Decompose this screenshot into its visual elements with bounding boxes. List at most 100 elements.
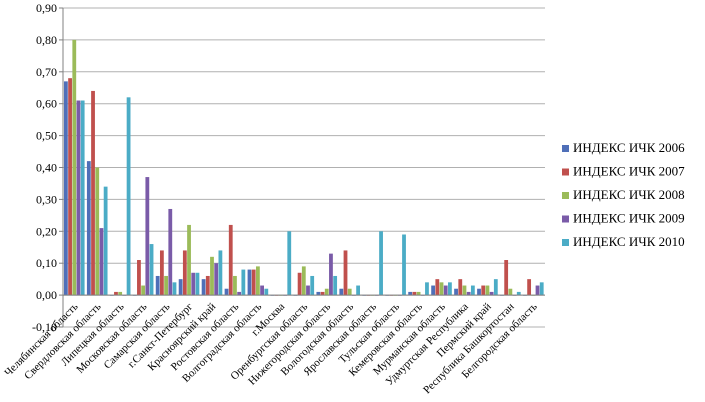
bar [324, 288, 329, 296]
bar [310, 275, 315, 296]
bar [306, 285, 310, 296]
legend-swatch [562, 192, 569, 199]
bar [333, 275, 338, 296]
bar [462, 285, 467, 296]
legend-label: ИНДЕКС ИЧК 2007 [573, 164, 685, 179]
bar [516, 291, 521, 296]
bar [149, 244, 154, 296]
y-tick-label: 0,90 [36, 1, 57, 15]
legend-label: ИНДЕКС ИЧК 2008 [573, 187, 685, 202]
bar [141, 285, 146, 296]
bar [205, 275, 210, 296]
bar [339, 288, 344, 296]
bar [201, 279, 206, 296]
y-tick-label: -0,10 [32, 320, 57, 334]
bar [320, 291, 325, 296]
bar [237, 291, 242, 296]
bar [178, 279, 183, 296]
bar [187, 224, 191, 296]
y-tick-label: 0,60 [36, 97, 57, 111]
bar [159, 250, 164, 296]
bar [489, 291, 494, 296]
bar [481, 285, 486, 296]
y-tick-label: 0,70 [36, 65, 57, 79]
bar [535, 285, 540, 296]
y-tick-label: 0,50 [36, 129, 57, 143]
bar [155, 275, 160, 296]
bar [508, 288, 513, 296]
y-tick-label: 0,80 [36, 33, 57, 47]
legend-swatch [562, 239, 569, 246]
axes [62, 8, 545, 327]
bar [539, 282, 544, 296]
bar [164, 275, 168, 296]
bar [264, 288, 269, 296]
bar [527, 279, 532, 296]
bar [316, 291, 321, 296]
bar [210, 256, 214, 296]
bar [172, 282, 177, 296]
bar [425, 282, 429, 296]
bar [182, 250, 187, 296]
bar [260, 285, 264, 296]
bar [99, 228, 104, 296]
y-tick-label: 0,30 [36, 192, 57, 206]
bar [224, 288, 229, 296]
bar [191, 272, 196, 296]
bar [114, 291, 118, 296]
bar [412, 291, 417, 296]
bar [504, 260, 509, 296]
bar [72, 39, 77, 296]
bar [168, 208, 173, 296]
bar [137, 260, 141, 296]
bar [247, 269, 252, 296]
bar [255, 266, 260, 296]
bar [458, 279, 463, 296]
bar [443, 285, 448, 296]
y-tick-label: 0,00 [36, 288, 57, 302]
bar [448, 282, 452, 296]
bar [493, 279, 498, 296]
bar [416, 291, 421, 296]
y-tick-label: 0,20 [36, 224, 57, 238]
bar [439, 282, 444, 296]
bar [485, 285, 490, 296]
legend-label: ИНДЕКС ИЧК 2006 [573, 140, 685, 155]
y-tick-label: 0,40 [36, 161, 57, 175]
bar [402, 234, 406, 296]
bar [195, 272, 200, 296]
bar [218, 250, 223, 296]
bar [431, 285, 436, 296]
bars [63, 39, 544, 296]
legend-swatch [562, 145, 569, 152]
legend-swatch [562, 168, 569, 176]
bar [347, 288, 352, 296]
bar [76, 100, 81, 296]
bar [251, 269, 256, 296]
bar [86, 161, 91, 296]
bar [435, 279, 440, 296]
y-tick-label: 0,10 [36, 256, 57, 270]
y-axis-ticks: -0,10 0,00 0,10 0,20 0,30 0,40 0,50 0,60 0,70 0,8… [32, 1, 63, 334]
bar [343, 250, 348, 296]
bar [241, 269, 246, 296]
bar [214, 263, 219, 296]
bar [454, 288, 458, 296]
bar [233, 275, 237, 296]
bar [329, 253, 333, 296]
bar [118, 291, 123, 296]
bar [126, 97, 131, 296]
legend-label: ИНДЕКС ИЧК 2010 [573, 234, 685, 249]
bar [68, 78, 72, 296]
bar [356, 285, 361, 296]
legend: ИНДЕКС ИЧК 2006 ИНДЕКС ИЧК 2007 ИНДЕКС ИЧК… [562, 140, 685, 249]
bar [287, 231, 292, 296]
bar [408, 291, 413, 296]
legend-label: ИНДЕКС ИЧК 2009 [573, 211, 685, 226]
bar [95, 167, 100, 296]
bar [80, 100, 85, 296]
bar [301, 266, 306, 296]
bar [477, 288, 481, 296]
bar [297, 272, 302, 296]
